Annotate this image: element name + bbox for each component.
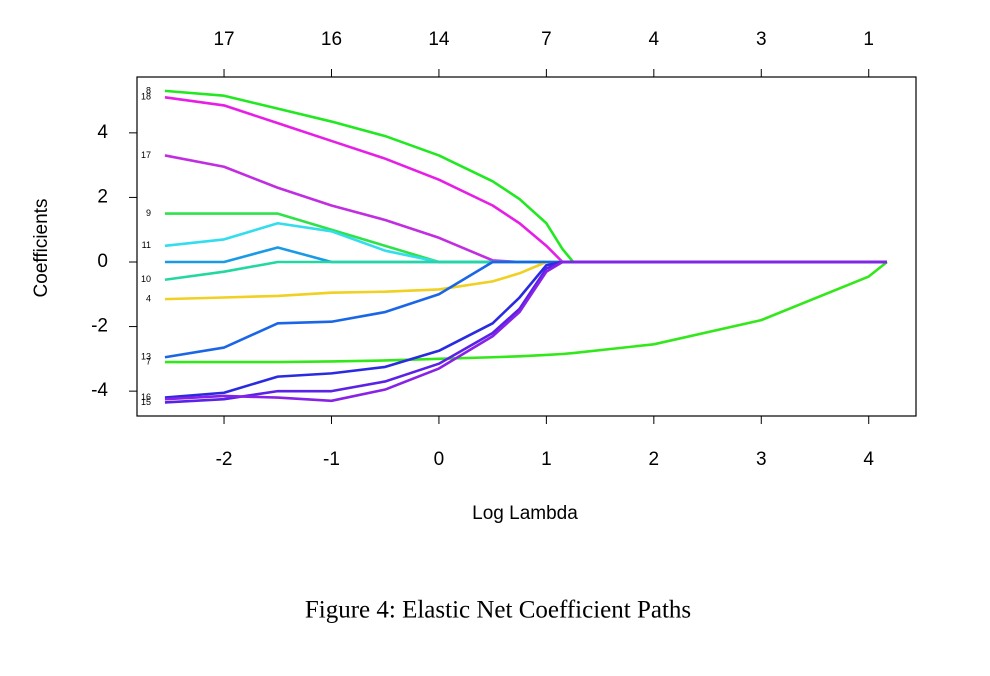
x-tick-label: 0 bbox=[434, 449, 445, 470]
top-tick-label: 7 bbox=[541, 29, 552, 50]
series-label: 17 bbox=[141, 150, 151, 160]
series-label: 11 bbox=[142, 240, 151, 250]
series-label: 10 bbox=[141, 274, 151, 284]
coefficient-path bbox=[164, 260, 887, 404]
x-tick-label: 4 bbox=[863, 449, 874, 470]
x-tick-label: -1 bbox=[323, 449, 340, 470]
coefficient-path bbox=[164, 212, 887, 264]
y-tick-label: 4 bbox=[97, 122, 108, 143]
top-tick-label: 1 bbox=[863, 29, 874, 50]
x-tick-label: 3 bbox=[756, 449, 767, 470]
series-label: 18 bbox=[141, 92, 151, 102]
x-tick-label: -2 bbox=[216, 449, 233, 470]
y-axis-title: Coefficients bbox=[31, 199, 52, 298]
series-label: 13 bbox=[141, 352, 151, 362]
series-label: 9 bbox=[146, 208, 151, 218]
top-tick-label: 3 bbox=[756, 29, 767, 50]
coefficient-path bbox=[164, 96, 887, 264]
coefficient-path bbox=[164, 260, 887, 399]
top-tick-label: 16 bbox=[321, 29, 342, 50]
x-tick-label: 1 bbox=[541, 449, 552, 470]
coefficient-path bbox=[164, 260, 887, 301]
coefficient-path bbox=[164, 89, 887, 264]
coefficient-path bbox=[164, 260, 887, 359]
coefficient-path bbox=[164, 260, 887, 403]
coefficient-path bbox=[164, 260, 888, 364]
plot-frame bbox=[136, 76, 917, 417]
coefficient-path bbox=[164, 154, 887, 264]
y-tick-label: -4 bbox=[91, 380, 108, 401]
x-axis-title: Log Lambda bbox=[472, 503, 578, 524]
top-tick-label: 14 bbox=[428, 29, 450, 50]
y-tick-label: 2 bbox=[97, 186, 108, 207]
top-tick-label: 4 bbox=[649, 29, 660, 50]
coefficient-path bbox=[164, 246, 887, 264]
figure-caption: Figure 4: Elastic Net Coefficient Paths bbox=[305, 597, 691, 624]
series-label: 8 bbox=[146, 85, 151, 95]
series-label: 7 bbox=[146, 356, 151, 366]
y-tick-label: 0 bbox=[97, 251, 108, 272]
series-label: 16 bbox=[141, 392, 151, 402]
top-tick-label: 17 bbox=[213, 29, 234, 50]
y-tick-label: -2 bbox=[91, 316, 108, 337]
series-label: 15 bbox=[141, 397, 151, 407]
series-label: 4 bbox=[146, 294, 151, 304]
x-tick-label: 2 bbox=[649, 449, 660, 470]
